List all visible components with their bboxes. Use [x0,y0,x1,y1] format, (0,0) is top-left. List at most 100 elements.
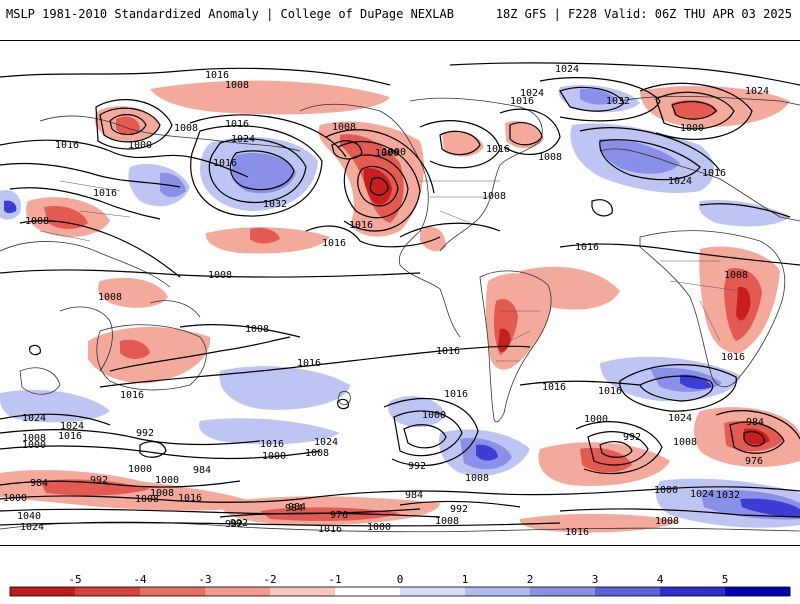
coastline [299,103,461,338]
colorbar-tick-label: 4 [657,573,664,586]
isobar [337,398,349,410]
isobar-label: 1024 [60,421,84,432]
isobar [109,114,147,136]
isobar [19,220,181,278]
isobar [0,429,261,446]
isobar [639,375,714,402]
anomaly-region [160,172,186,197]
isobar [393,410,463,457]
anomaly-region [442,130,484,157]
isobar-label: 1016 [486,144,510,155]
isobar-label: 1024 [690,489,714,500]
coastline [59,306,113,372]
isobar [0,413,111,426]
isobar-label: 984 [405,490,423,501]
isobar [439,130,481,156]
isobar [305,225,441,248]
isobar-label: 992 [623,432,641,443]
isobar-label: 1000 [367,522,391,533]
isobar [219,512,441,518]
colorbar-tick-label: 2 [527,573,534,586]
isobar-label: 1008 [98,292,122,303]
colorbar-segment [75,587,141,596]
isobars [0,62,800,527]
colorbar-segment [595,587,661,596]
colorbar-tick-label: 0 [397,573,404,586]
isobar-label: 1016 [58,431,82,442]
isobar [0,480,241,488]
border [660,260,741,342]
isobar [139,441,167,458]
isobar-label: 984 [746,417,764,428]
isobar [357,165,399,207]
isobar-label: 1016 [178,493,202,504]
isobar [419,120,501,169]
isobar-label: 1016 [542,382,566,393]
map-panel: 1016 1008 1024 1024 1016 1032 1024 1008 … [0,40,800,546]
isobar [655,91,735,130]
isobar-label: 1032 [716,490,740,501]
colorbar-segment [205,587,271,596]
isobar [587,431,649,466]
coastline [599,148,800,222]
isobar [299,486,800,500]
isobar-label: 1016 [297,358,321,369]
coastline [409,97,543,252]
isobar-label: 992 [225,519,243,530]
isobar-label: 1008 [538,152,562,163]
isobar [0,162,181,188]
isobar [9,187,161,220]
isobar [499,108,561,155]
isobar [509,122,543,146]
isobar [179,324,301,338]
coastline [337,391,351,405]
isobar-label: 1024 [745,86,769,97]
isobar-label: 1008 [673,437,697,448]
isobar-label: 1000 [128,464,152,475]
isobar [0,508,421,515]
colorbar-tick-label: -2 [263,573,276,586]
anomaly-region [40,479,150,496]
isobar-label: 1008 [135,494,159,505]
isobar-label: 1000 [375,148,399,159]
isobar-label: 1016 [510,96,534,107]
anomaly-region [680,374,712,390]
isobar-label: 1008 [482,191,506,202]
isobar [449,62,800,86]
anomaly-region [505,120,544,149]
isobar [399,500,521,508]
isobar-label: 1008 [435,516,459,527]
chart-title: MSLP 1981-2010 Standardized Anomaly | Co… [6,7,454,21]
isobar [539,77,661,122]
isobar [331,140,363,160]
isobar-label: 1016 [436,346,460,357]
isobar-label: 1016 [260,439,284,450]
isobar [671,101,717,120]
isobar-label: 1016 [349,220,373,231]
colorbar-segment [530,587,596,596]
isobar-label: 1024 [668,176,692,187]
coastline [0,241,171,288]
isobar [399,222,501,238]
anomaly-region [519,266,620,310]
isobar [559,243,800,266]
isobar-label: 1024 [20,522,44,533]
isobar-label: 1016 [721,352,745,363]
isobar [337,140,421,232]
isobar [208,138,307,204]
header: MSLP 1981-2010 Standardized Anomaly | Co… [0,0,800,40]
anomaly-region [250,227,280,244]
anomaly-region [388,396,446,428]
isobar-label: 984 [285,503,303,514]
anomaly-region [4,200,17,214]
isobar-labels: 1016 1008 1024 1024 1016 1032 1024 1008 … [3,64,769,538]
isobar [519,380,641,386]
isobar [369,177,389,196]
colorbar-segment [400,587,466,596]
isobar-label: 1016 [575,242,599,253]
isobar [0,139,249,178]
isobar [95,99,173,150]
coastline [639,230,786,388]
isobar-label: 1008 [150,488,174,499]
colorbar-segment [10,587,76,596]
